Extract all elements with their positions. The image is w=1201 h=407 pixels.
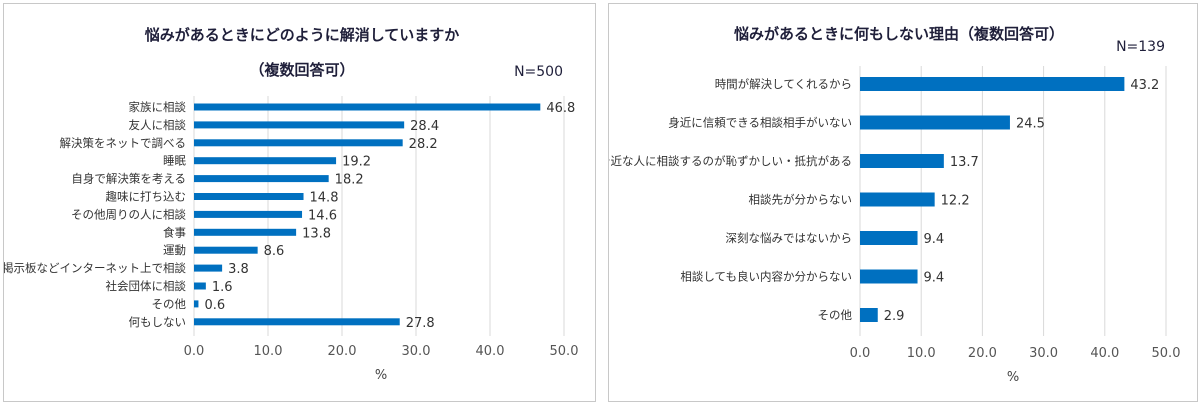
data-label: 13.7 xyxy=(950,155,979,170)
x-tick-label: 40.0 xyxy=(476,344,505,359)
bar xyxy=(194,210,303,218)
bar xyxy=(194,139,403,147)
x-tick-label: 30.0 xyxy=(402,344,431,359)
chart-panel-right: 悩みがあるときに何もしない理由（複数回答可） N=139 % 0.0 10.0 20… xyxy=(599,3,1198,402)
bar xyxy=(194,121,405,129)
category-label: 解決策をネットで調べる xyxy=(60,136,187,150)
category-label: 食事 xyxy=(163,225,186,239)
data-label: 3.8 xyxy=(228,262,249,277)
x-tick-label: 10.0 xyxy=(907,346,936,361)
data-label: 13.8 xyxy=(302,226,331,241)
category-label: 身近に信頼できる相談相手がいない xyxy=(668,116,852,130)
category-label: 相談しても良い内容か分からない xyxy=(680,270,852,284)
sample-size-label: N=500 xyxy=(514,64,563,80)
chart-title-line-1: 悩みがあるときにどのように解消していますか xyxy=(144,26,460,44)
data-label: 9.4 xyxy=(924,232,945,247)
bar xyxy=(194,193,304,200)
chart-title-line-1: 悩みがあるときに何もしない理由（複数回答可） xyxy=(733,25,1064,43)
category-label: 友人に相談 xyxy=(129,118,187,132)
bar xyxy=(860,77,1125,91)
category-label: 時間が解決してくれるから xyxy=(715,77,852,91)
x-axis-label: % xyxy=(1007,370,1019,385)
category-label: 睡眠 xyxy=(163,154,186,168)
x-tick-label: 0.0 xyxy=(850,346,871,361)
bar xyxy=(860,231,918,245)
category-label: 何もしない xyxy=(129,315,187,329)
bar xyxy=(194,282,206,290)
bar xyxy=(860,269,918,284)
x-tick-label: 40.0 xyxy=(1090,346,1119,361)
chart-right: 悩みがあるときに何もしない理由（複数回答可） N=139 % 0.0 10.0 20… xyxy=(599,25,1181,385)
data-label: 14.6 xyxy=(308,208,337,223)
data-label: 43.2 xyxy=(1130,78,1159,93)
bar xyxy=(194,157,337,165)
data-label: 28.4 xyxy=(410,119,439,134)
data-label: 46.8 xyxy=(546,101,575,116)
data-label: 1.6 xyxy=(212,280,233,295)
bar xyxy=(860,115,1010,130)
data-label: 2.9 xyxy=(884,309,905,324)
bar xyxy=(194,318,400,326)
category-label: その他 xyxy=(818,308,853,322)
bar xyxy=(194,300,199,308)
bar xyxy=(194,228,297,236)
bar xyxy=(860,154,944,168)
x-tick-label: 20.0 xyxy=(968,346,997,361)
chart-title-line-2: （複数回答可） xyxy=(249,61,354,79)
bar xyxy=(194,246,258,254)
data-label: 24.5 xyxy=(1016,117,1045,132)
data-label: 9.4 xyxy=(924,271,945,286)
category-label: その他周りの人に相談 xyxy=(71,207,186,221)
category-label: 相談先が分からない xyxy=(749,193,853,207)
x-axis-label: % xyxy=(375,368,387,383)
data-label: 14.8 xyxy=(310,191,339,206)
x-tick-label: 0.0 xyxy=(184,344,205,359)
category-label: 社会団体に相談 xyxy=(106,279,187,293)
bar xyxy=(860,192,935,207)
category-label: 深刻な悩みではないから xyxy=(726,231,853,245)
data-label: 12.2 xyxy=(941,194,970,209)
category-label: 身近な人に相談するのが恥ずかしい・抵抗がある xyxy=(609,154,852,168)
category-label: 自身で解決策を考える xyxy=(71,172,186,186)
category-label: 掲示板などインターネット上で相談 xyxy=(4,261,186,275)
bar xyxy=(860,308,878,322)
category-label: 家族に相談 xyxy=(129,100,187,114)
data-label: 0.6 xyxy=(204,298,225,313)
x-tick-label: 50.0 xyxy=(550,344,579,359)
x-tick-label: 10.0 xyxy=(254,344,283,359)
x-tick-label: 50.0 xyxy=(1152,346,1181,361)
category-label: その他 xyxy=(152,297,187,311)
x-tick-label: 30.0 xyxy=(1029,346,1058,361)
data-label: 8.6 xyxy=(264,244,285,259)
category-label: 趣味に打ち込む xyxy=(106,190,187,204)
chart-left: 悩みがあるときにどのように解消していますか （複数回答可） N=500 % 0.… xyxy=(2,26,579,383)
data-label: 27.8 xyxy=(406,316,435,331)
category-label: 運動 xyxy=(163,243,186,257)
chart-panel-left: 悩みがあるときにどのように解消していますか （複数回答可） N=500 % 0.… xyxy=(2,3,596,402)
bar xyxy=(194,264,223,272)
bar xyxy=(194,103,541,111)
bar xyxy=(194,175,329,183)
data-label: 28.2 xyxy=(409,137,438,152)
data-label: 19.2 xyxy=(342,155,371,170)
data-label: 18.2 xyxy=(335,173,364,188)
x-tick-label: 20.0 xyxy=(328,344,357,359)
sample-size-label: N=139 xyxy=(1116,39,1165,55)
